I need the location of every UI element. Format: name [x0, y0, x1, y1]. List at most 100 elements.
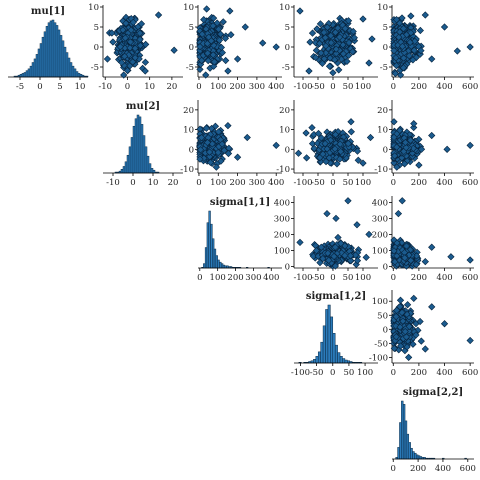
scatter-3-y-tick-label: 0: [383, 43, 388, 53]
scatter-point: [398, 14, 406, 22]
scatter-point: [204, 57, 212, 65]
hist-bar: [320, 341, 324, 364]
scatter-point: [202, 71, 210, 79]
hist-bar: [25, 70, 29, 78]
scatter-point: [349, 27, 357, 36]
hist-bar: [130, 137, 134, 174]
hist-bar: [132, 125, 136, 174]
scatter-point: [390, 247, 398, 255]
scatter-point: [198, 30, 206, 38]
hist-bar: [31, 62, 35, 78]
hist-0-x-tick-label: 5: [57, 82, 62, 92]
scatter-point: [331, 243, 339, 251]
scatter-point: [365, 230, 373, 239]
scatter-1-x-tick-label: 200: [229, 82, 245, 92]
scatter-6-x-tick-label: 0: [391, 178, 396, 188]
scatter-9-y-tick-label: 100: [372, 297, 388, 307]
hist-panel-4: sigma[2,2] 0 200 400 600: [391, 387, 476, 474]
scatter-point: [341, 242, 349, 250]
scatter-point: [410, 294, 418, 303]
scatter-point: [401, 327, 409, 336]
scatter-point: [344, 139, 352, 148]
scatter-point: [141, 58, 150, 66]
scatter-point: [137, 20, 146, 28]
hist-bar: [120, 169, 124, 174]
scatter-5-y-tick-label: 0: [285, 145, 290, 155]
hist-bar: [313, 359, 317, 364]
scatter-point: [393, 306, 401, 314]
scatter-point: [210, 58, 219, 66]
scatter-point: [332, 45, 340, 53]
scatter-2-y-tick-label: 5: [285, 23, 290, 33]
scatter-point: [196, 155, 204, 163]
scatter-1-y-tick-label: -5: [186, 63, 194, 73]
hist-3-x-tick-label: 100: [357, 368, 373, 378]
scatter-point: [440, 23, 449, 31]
hist-bar: [59, 35, 63, 78]
scatter-point: [302, 129, 310, 137]
scatter-point: [405, 322, 413, 331]
scatter-point: [407, 12, 415, 20]
scatter-point: [409, 340, 417, 348]
scatter-point: [390, 159, 398, 167]
hist-bar: [33, 58, 37, 78]
hist-bar: [45, 26, 49, 78]
scatter-point: [321, 139, 329, 148]
hist-bar: [217, 259, 220, 269]
scatter-7-x-tick-label: 50: [343, 273, 354, 283]
scatter-point: [209, 51, 217, 59]
scatter-point: [428, 303, 436, 311]
scatter-point: [336, 140, 344, 148]
scatter-point: [391, 69, 400, 78]
scatter-5-x-tick-label: 100: [355, 178, 371, 188]
hist-bar: [342, 358, 346, 364]
scatter-point: [341, 24, 349, 33]
scatter-point: [136, 35, 144, 44]
scatter-4-x-tick-label: 0: [196, 178, 201, 188]
scatter-point: [466, 256, 474, 264]
hist-bar: [65, 52, 69, 78]
scatter-point: [390, 46, 398, 55]
hist-bar: [61, 40, 65, 78]
hist-bar: [222, 264, 226, 269]
hist-bar: [206, 222, 209, 269]
scatter-point: [272, 141, 280, 150]
scatter-point: [392, 333, 400, 341]
scatter-point: [348, 48, 357, 56]
scatter-point: [243, 133, 251, 142]
scatter-0-x-tick-label: -10: [98, 82, 112, 92]
scatter-point: [362, 253, 370, 261]
hist-bar: [339, 356, 343, 364]
scatter-point: [339, 50, 347, 58]
scatter-point: [353, 221, 361, 229]
hist-bar: [212, 238, 215, 269]
scatter-0-x-tick-label: 0: [125, 82, 130, 92]
hist-bar: [332, 333, 336, 364]
scatter-point: [415, 161, 423, 169]
hist-3-x-tick-label: 50: [344, 368, 355, 378]
scatter-point: [119, 17, 127, 25]
scatter-point: [417, 145, 426, 153]
scatter-3-x-tick-label: 0: [391, 82, 396, 92]
scatter-point: [350, 34, 358, 42]
scatter-8-x-tick-label: 600: [462, 273, 478, 283]
scatter-point: [368, 35, 376, 43]
hist-bar: [220, 263, 224, 269]
scatter-point: [216, 30, 225, 38]
hist-0-x-tick-label: 10: [75, 82, 86, 92]
hist-1-x-tick-label: 10: [148, 178, 159, 188]
scatter-point: [359, 159, 367, 167]
scatter-9-x-tick-label: 0: [391, 368, 396, 378]
scatter-point: [331, 56, 339, 64]
scatter-point: [314, 129, 323, 138]
scatter-point: [396, 323, 404, 331]
scatter-2-x-tick-label: 0: [330, 82, 335, 92]
hist-3-x-tick-label: 0: [330, 368, 335, 378]
hist-bar: [330, 316, 334, 364]
scatter-7-y-tick-label: 200: [274, 230, 290, 240]
scatter-point: [421, 345, 429, 353]
hist-panel-0: mu[1] -5 0 5 10: [8, 6, 89, 92]
scatter-point: [196, 60, 205, 68]
